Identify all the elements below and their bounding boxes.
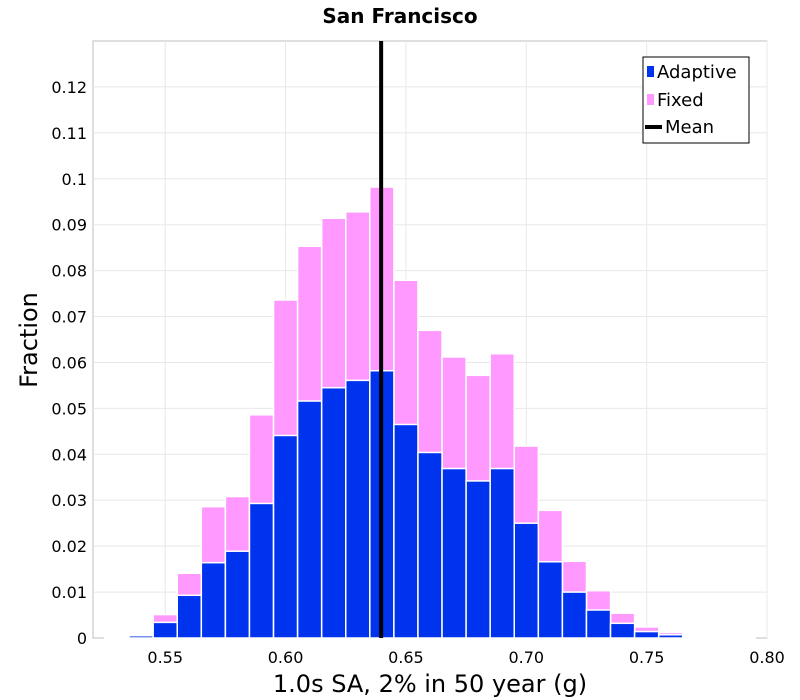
bar-adaptive [609,622,636,639]
bar-adaptive [585,609,612,639]
bar-adaptive [272,434,299,639]
y-tick-label: 0.01 [51,583,87,602]
y-tick-label: 0.02 [51,537,87,556]
bar-adaptive [537,561,564,639]
bar-adaptive [128,634,154,639]
bar-adaptive [682,635,708,639]
bar-adaptive [489,467,515,639]
y-tick-label: 0.03 [51,491,87,510]
bar-adaptive [345,379,371,639]
bar-adaptive [441,467,467,639]
y-tick-label: 0.06 [51,353,87,372]
bar-adaptive [200,561,227,639]
x-tick-label: 0.65 [388,648,424,667]
y-tick-label: 0.08 [51,262,87,281]
y-tick-label: 0.09 [51,216,87,235]
y-tick-label: 0.07 [51,308,87,327]
legend-label-fixed: Fixed [657,90,704,111]
y-tick-label: 0.11 [51,124,87,143]
x-tick-label: 0.70 [508,648,544,667]
chart-title: San Francisco [322,4,477,28]
y-tick-label: 0.12 [51,78,87,97]
x-tick-label: 0.55 [147,648,183,667]
bar-adaptive [465,480,491,639]
bar-adaptive [706,636,732,639]
legend-label-mean: Mean [665,117,714,138]
bar-layer [104,186,756,639]
x-axis-label: 1.0s SA, 2% in 50 year (g) [273,670,587,698]
y-axis-label: Fraction [15,292,43,388]
legend-swatch-adaptive [647,66,654,77]
bar-adaptive [561,591,588,639]
bar-adaptive [320,386,347,639]
y-tick-label: 0.1 [62,170,87,189]
legend-label-adaptive: Adaptive [657,62,737,83]
y-tick-label: 0 [77,629,87,648]
x-axis-ticks: 0.55 0.60 0.65 0.70 0.75 0.80 [147,648,784,667]
x-tick-label: 0.75 [629,648,665,667]
bar-adaptive [633,630,660,639]
legend: Adaptive Fixed Mean [642,56,750,144]
bar-adaptive [224,550,251,639]
y-tick-label: 0.04 [51,445,87,464]
bar-adaptive [248,502,275,639]
x-tick-label: 0.60 [268,648,304,667]
bar-adaptive [417,451,443,639]
bar-adaptive [393,423,419,639]
bar-adaptive [657,634,684,639]
bar-adaptive [176,594,203,639]
legend-swatch-fixed [647,94,654,105]
y-axis-ticks: 0 0.01 0.02 0.03 0.04 0.05 0.06 0.07 0.08 0.09 0.1… [51,78,87,648]
y-tick-label: 0.05 [51,399,87,418]
bar-adaptive [296,400,323,639]
bar-adaptive [152,621,179,639]
bar-adaptive [513,522,540,639]
x-tick-label: 0.80 [749,648,785,667]
